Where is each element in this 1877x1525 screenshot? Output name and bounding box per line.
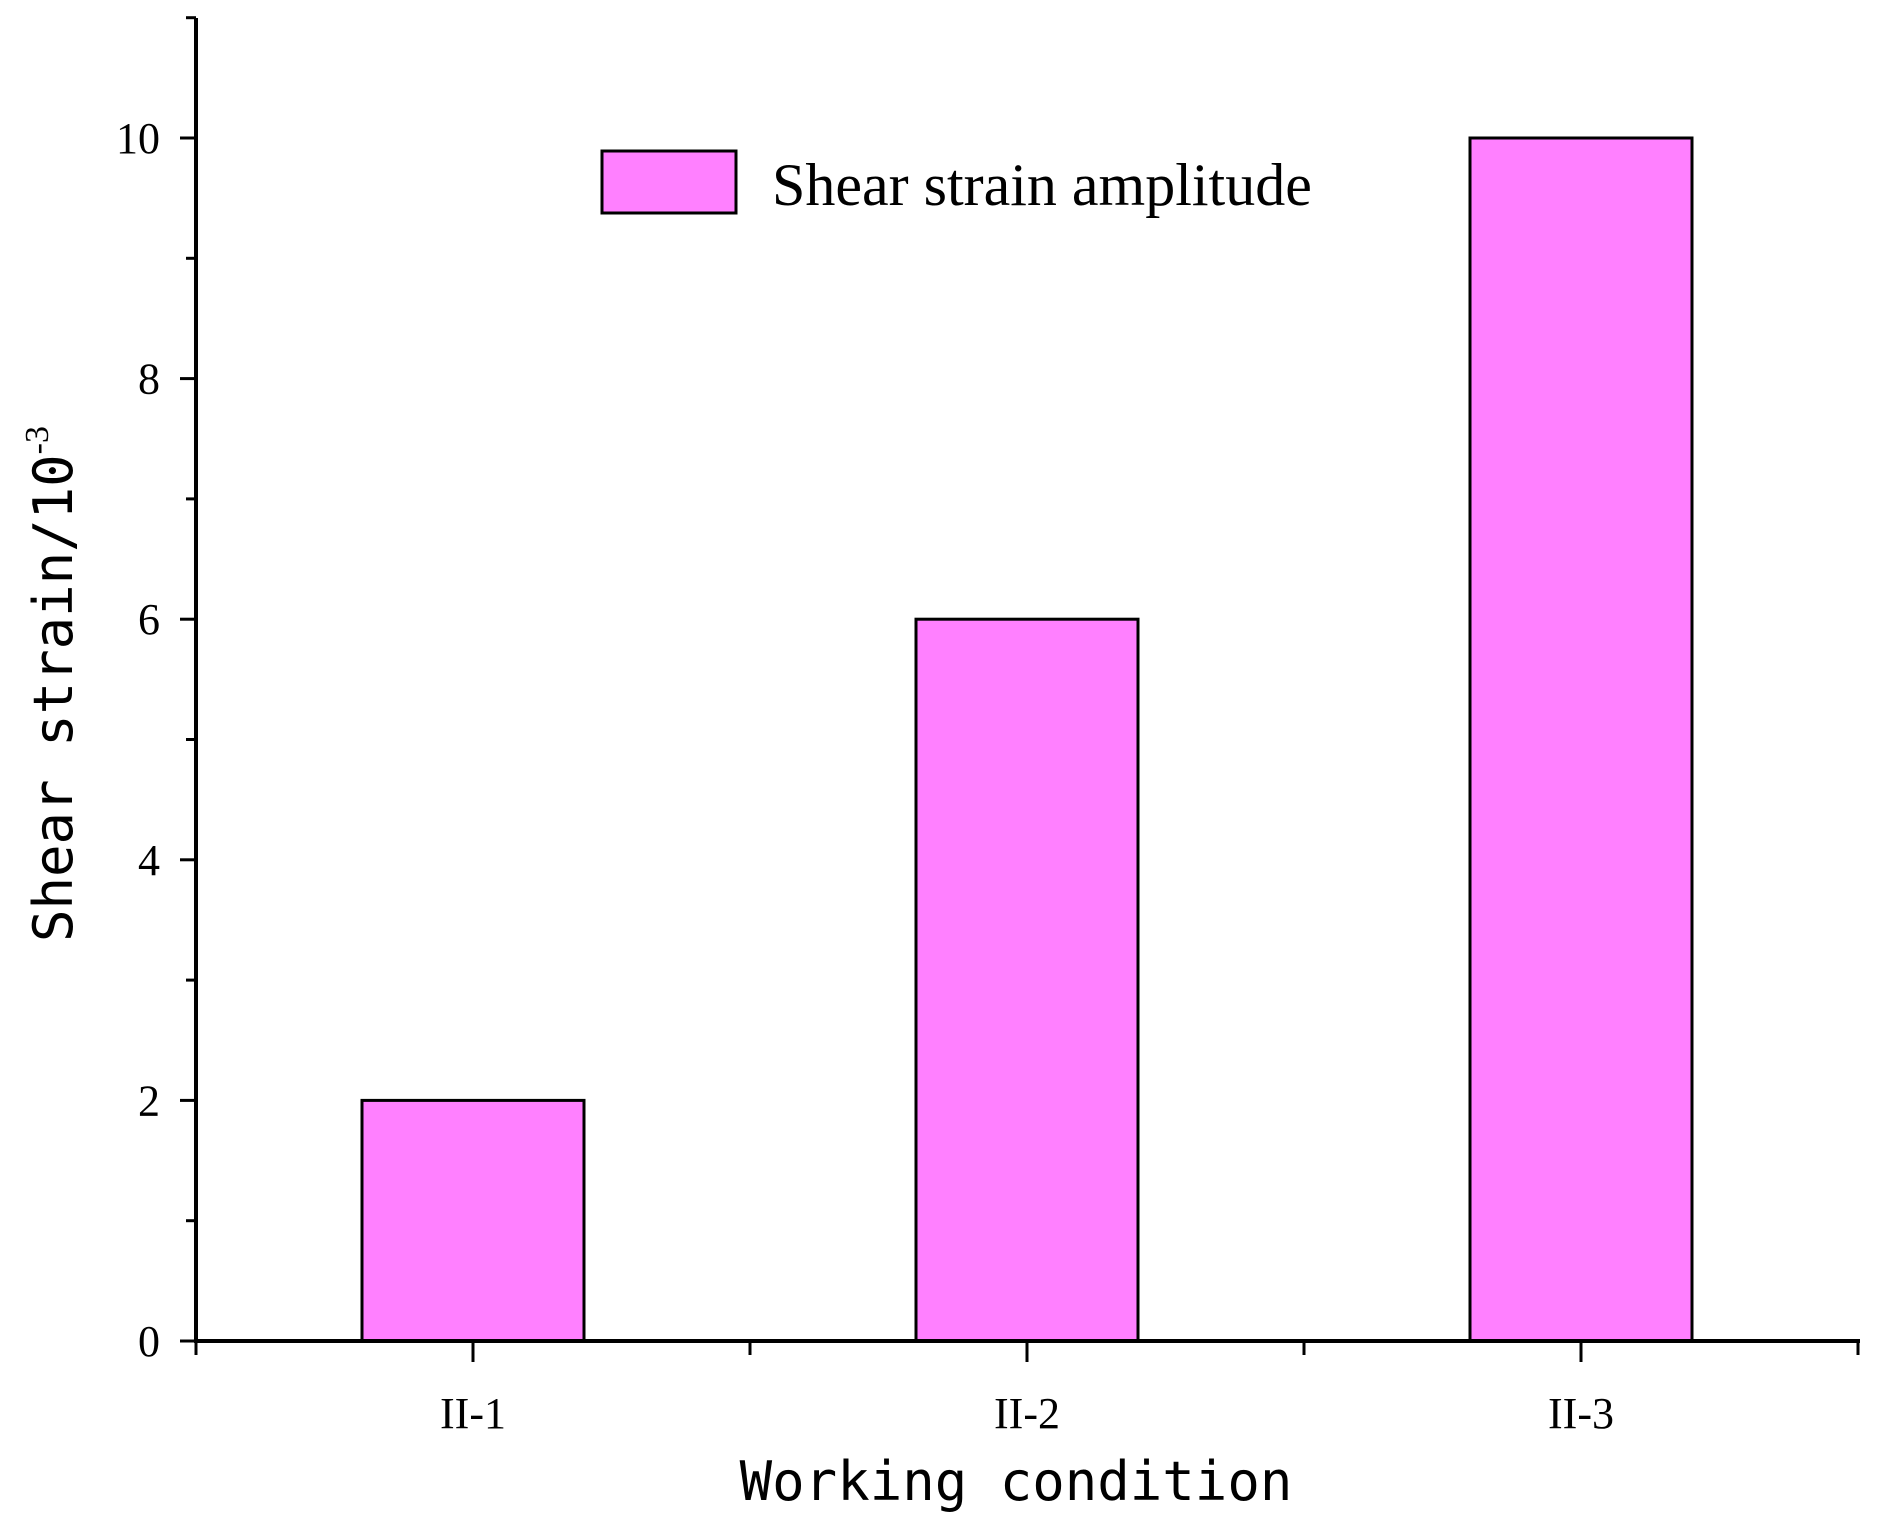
bar-II-3: [1468, 136, 1694, 1343]
y-axis-title: Shear strain/10-3: [19, 426, 85, 942]
legend-swatch: [600, 149, 738, 215]
y-axis-title-exponent: -3: [19, 426, 56, 454]
x-axis-title: Working condition: [740, 1450, 1293, 1513]
y-tick-label: 8: [138, 355, 160, 404]
x-tick-label: II-2: [994, 1389, 1060, 1438]
x-tick-label: II-1: [440, 1389, 506, 1438]
x-tick-label: II-3: [1548, 1389, 1614, 1438]
y-tick-label: 4: [138, 836, 160, 885]
bar-II-1: [360, 1098, 586, 1343]
y-tick-label: 6: [138, 595, 160, 644]
bar-II-2: [914, 617, 1140, 1343]
y-axis-ticks: 0 2 4 6 8 10: [116, 16, 196, 1366]
y-tick-label: 10: [116, 114, 160, 163]
x-axis-ticks: II-1 II-2 II-3: [194, 1341, 1860, 1438]
legend-label: Shear strain amplitude: [772, 152, 1312, 218]
y-tick-label: 0: [138, 1317, 160, 1366]
legend: Shear strain amplitude: [600, 149, 1312, 218]
bars-group: [360, 136, 1694, 1343]
y-axis-title-base: Shear strain/10: [22, 454, 85, 942]
y-tick-label: 2: [138, 1076, 160, 1125]
